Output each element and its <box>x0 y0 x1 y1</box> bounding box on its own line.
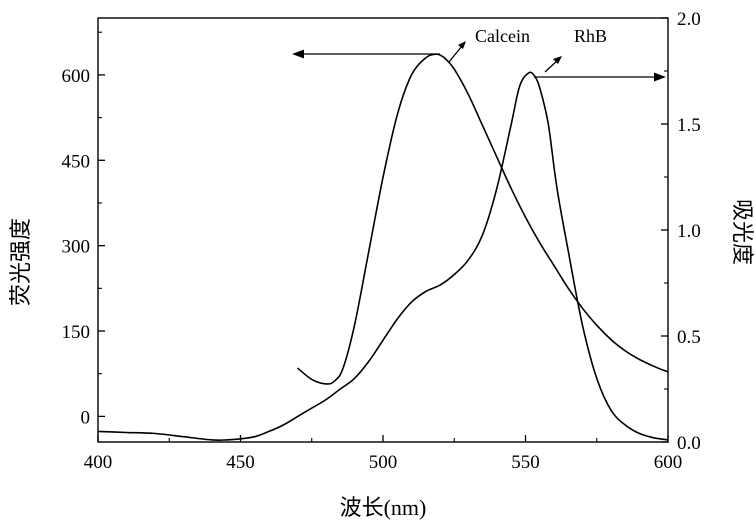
x-tick-label: 450 <box>226 452 255 473</box>
right-tick-label: 2.0 <box>677 9 701 30</box>
calcein-pointer-line <box>448 45 463 63</box>
left-tick-label: 300 <box>62 237 91 258</box>
left-tick-label: 600 <box>62 66 91 87</box>
plot-frame <box>97 17 669 443</box>
left-tick-label: 450 <box>62 151 91 172</box>
rhb-right-arrowhead <box>654 72 666 82</box>
rhb-pointer-line <box>544 59 559 73</box>
series-line-calcein <box>296 53 669 385</box>
right-tick-label: 1.5 <box>677 115 701 136</box>
x-tick-label: 400 <box>84 452 113 473</box>
series-line-rhb <box>97 71 669 441</box>
right-axis-ticks: 0.0 0.5 1.0 1.5 2.0 <box>661 9 701 454</box>
right-tick-label: 0.5 <box>677 327 701 348</box>
annotations: Calcein RhB <box>292 26 666 82</box>
x-axis-ticks: 400 450 500 550 600 <box>84 435 683 473</box>
left-axis-title: 荧光强度 <box>8 218 33 306</box>
calcein-left-arrowhead <box>292 49 304 59</box>
left-axis-ticks: 0 150 300 450 600 <box>62 31 105 428</box>
calcein-pointer-arrowhead <box>458 41 466 49</box>
left-tick-label: 0 <box>81 407 91 428</box>
calcein-label: Calcein <box>475 26 530 46</box>
x-axis-title: 波长(nm) <box>340 495 427 520</box>
x-tick-label: 550 <box>511 452 540 473</box>
left-tick-label: 150 <box>62 322 91 343</box>
series-curves <box>97 53 669 441</box>
right-axis-title: 吸光度 <box>730 199 755 265</box>
right-tick-label: 0.0 <box>677 433 701 454</box>
x-tick-label: 500 <box>369 452 398 473</box>
right-tick-label: 1.0 <box>677 221 701 242</box>
rhb-pointer-arrowhead <box>553 56 562 64</box>
x-tick-label: 600 <box>654 452 683 473</box>
rhb-label: RhB <box>574 26 607 46</box>
